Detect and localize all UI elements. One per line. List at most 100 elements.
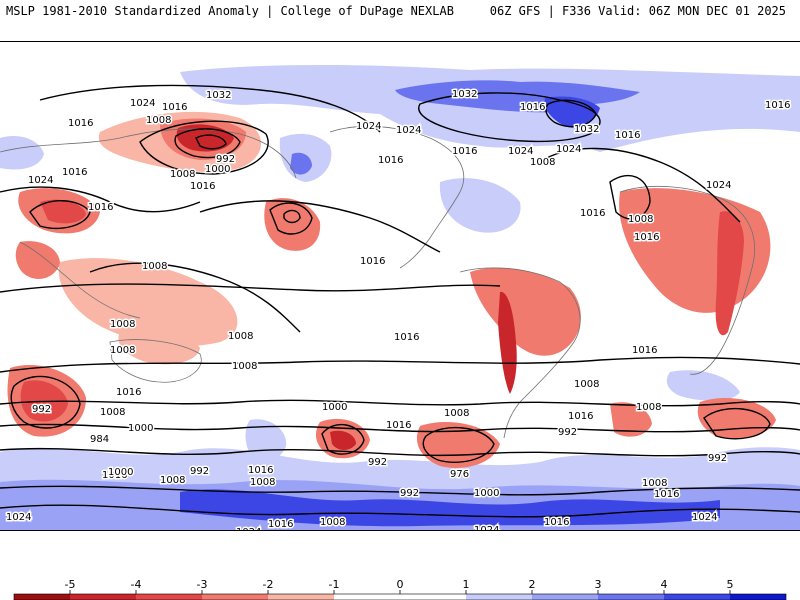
anomaly-fill-south-america (470, 267, 581, 356)
isobar-label: 1024 (236, 527, 261, 531)
isobar-label: 1016 (580, 208, 605, 219)
isobar-label: 1000 (322, 402, 347, 413)
anomaly-colorbar: -5 -4 -3 -2 -1 0 1 2 3 4 5 (13, 578, 787, 600)
anomaly-fill-africa (619, 188, 771, 313)
colorbar-segment (70, 594, 136, 600)
isobar-label: 1008 (642, 478, 667, 489)
colorbar-tick-label: 0 (397, 578, 404, 591)
isobar-label: 1008 (160, 475, 185, 486)
isobar-label: 1024 (28, 175, 53, 186)
isobar-label: 1008 (250, 477, 275, 488)
isobar-label: 1016 (88, 202, 113, 213)
anomaly-fill-antarctic-core (180, 489, 720, 527)
anomaly-fill-central-pacific (264, 198, 321, 251)
isobar-label: 1016 (102, 470, 127, 481)
anomaly-fill-africa-east (715, 211, 744, 336)
isobar-label: 1016 (116, 387, 141, 398)
isobar-label-group: 1024 1016 1032 1008 1016 992 1000 1016 1… (5, 88, 792, 531)
isobar-label: 1016 (634, 232, 659, 243)
coastline-australia (109, 339, 202, 383)
anomaly-fill-atlantic-south (666, 370, 740, 401)
isobar-south-1000 (0, 423, 800, 433)
isobar-pacific-1016 (199, 200, 441, 253)
isobar-label: 1024 (556, 144, 581, 155)
isobar-label: 1024 (6, 512, 31, 523)
isobar-siberia-low-outer (139, 120, 269, 175)
coastline-south-america (459, 267, 581, 439)
colorbar-segment (532, 594, 598, 600)
isobar-label: 1008 (320, 517, 345, 528)
isobar-label: 1032 (574, 124, 599, 135)
isobar-label: 1008 (530, 157, 555, 168)
colorbar-segment (730, 594, 786, 600)
isobar-label: 1024 (130, 98, 155, 109)
isobar-atlantic-1008 (609, 174, 651, 220)
isobar-label: 1016 (360, 256, 385, 267)
isobar-label: 1016 (654, 489, 679, 500)
anomaly-fill-europe (0, 135, 44, 170)
isobar-label: 1008 (444, 408, 469, 419)
isobar-label: 1000 (108, 467, 133, 478)
isobar-label: 1008 (142, 261, 167, 272)
isobar-label: 992 (32, 404, 51, 415)
isobar-greenland-inner (545, 99, 597, 128)
isobar-label: 1000 (474, 488, 499, 499)
isobar-south-1008 (0, 399, 800, 407)
colorbar-tick-label: 5 (727, 578, 734, 591)
anomaly-fill-atlantic-south-low (610, 402, 652, 437)
isobar-siberia-low-core (195, 134, 227, 150)
map-canvas: 1024 1016 1032 1008 1016 992 1000 1016 1… (0, 65, 800, 531)
isobar-label: 992 (558, 427, 577, 438)
anomaly-fill-pacific-south-low (416, 422, 500, 468)
isobar-north-pacific-1024 (39, 84, 381, 133)
colorbar-tick-label: -2 (263, 578, 274, 591)
map-title: MSLP 1981-2010 Standardized Anomaly | Co… (6, 4, 454, 18)
colorbar-tick-label: 1 (463, 578, 470, 591)
isobar-label: 1008 (110, 345, 135, 356)
colorbar-segment (268, 594, 334, 600)
coastline-north-america (329, 125, 465, 269)
colorbar-segment (202, 594, 268, 600)
isobar-southern-indian-low (10, 375, 81, 429)
isobar-label: 1008 (146, 115, 171, 126)
isobar-greenland-1032 (418, 92, 601, 143)
isobar-atlantic-1016 (539, 147, 741, 223)
isobar-lines (0, 84, 800, 518)
colorbar-segment (664, 594, 730, 600)
isobar-south-992 (0, 447, 800, 457)
isobar-label: 976 (450, 469, 469, 480)
isobar-label: 1016 (386, 420, 411, 431)
isobar-label: 1000 (128, 423, 153, 434)
isobar-south-1016 (0, 356, 800, 373)
isobar-label: 1008 (170, 169, 195, 180)
colorbar-tick-label: 3 (595, 578, 602, 591)
colorbar-ticks: -5 -4 -3 -2 -1 0 1 2 3 4 5 (65, 578, 734, 594)
isobar-label: 992 (190, 466, 209, 477)
isobar-label: 992 (368, 457, 387, 468)
coastline-south-asia (19, 241, 141, 319)
isobar-label: 1000 (205, 164, 230, 175)
isobar-label: 1016 (568, 411, 593, 422)
isobar-label: 1016 (632, 345, 657, 356)
isobar-label: 1008 (628, 214, 653, 225)
colorbar-segments (13, 593, 787, 600)
isobar-label: 1016 (544, 517, 569, 528)
isobar-central-pacific-low (269, 202, 313, 235)
isobar-label: 1008 (636, 402, 661, 413)
colorbar-segment (14, 594, 70, 600)
anomaly-fill-andes (498, 291, 517, 394)
anomaly-fill-asia-west-core (40, 199, 86, 224)
colorbar-tick-label: -1 (329, 578, 340, 591)
isobar-label: 1024 (474, 525, 499, 531)
anomaly-map: 1024 1016 1032 1008 1016 992 1000 1016 1… (0, 41, 800, 531)
isobar-label: 1008 (228, 331, 253, 342)
isobar-asia-west-low (29, 200, 91, 230)
colorbar-segment (136, 594, 202, 600)
colorbar-tick-label: 2 (529, 578, 536, 591)
isobar-label: 1016 (615, 130, 640, 141)
isobar-label: 1016 (162, 102, 187, 113)
colorbar-tick-label: -4 (131, 578, 142, 591)
isobar-equator-1016 (0, 283, 501, 293)
isobar-label: 1024 (396, 125, 421, 136)
isobar-label: 1016 (378, 155, 403, 166)
